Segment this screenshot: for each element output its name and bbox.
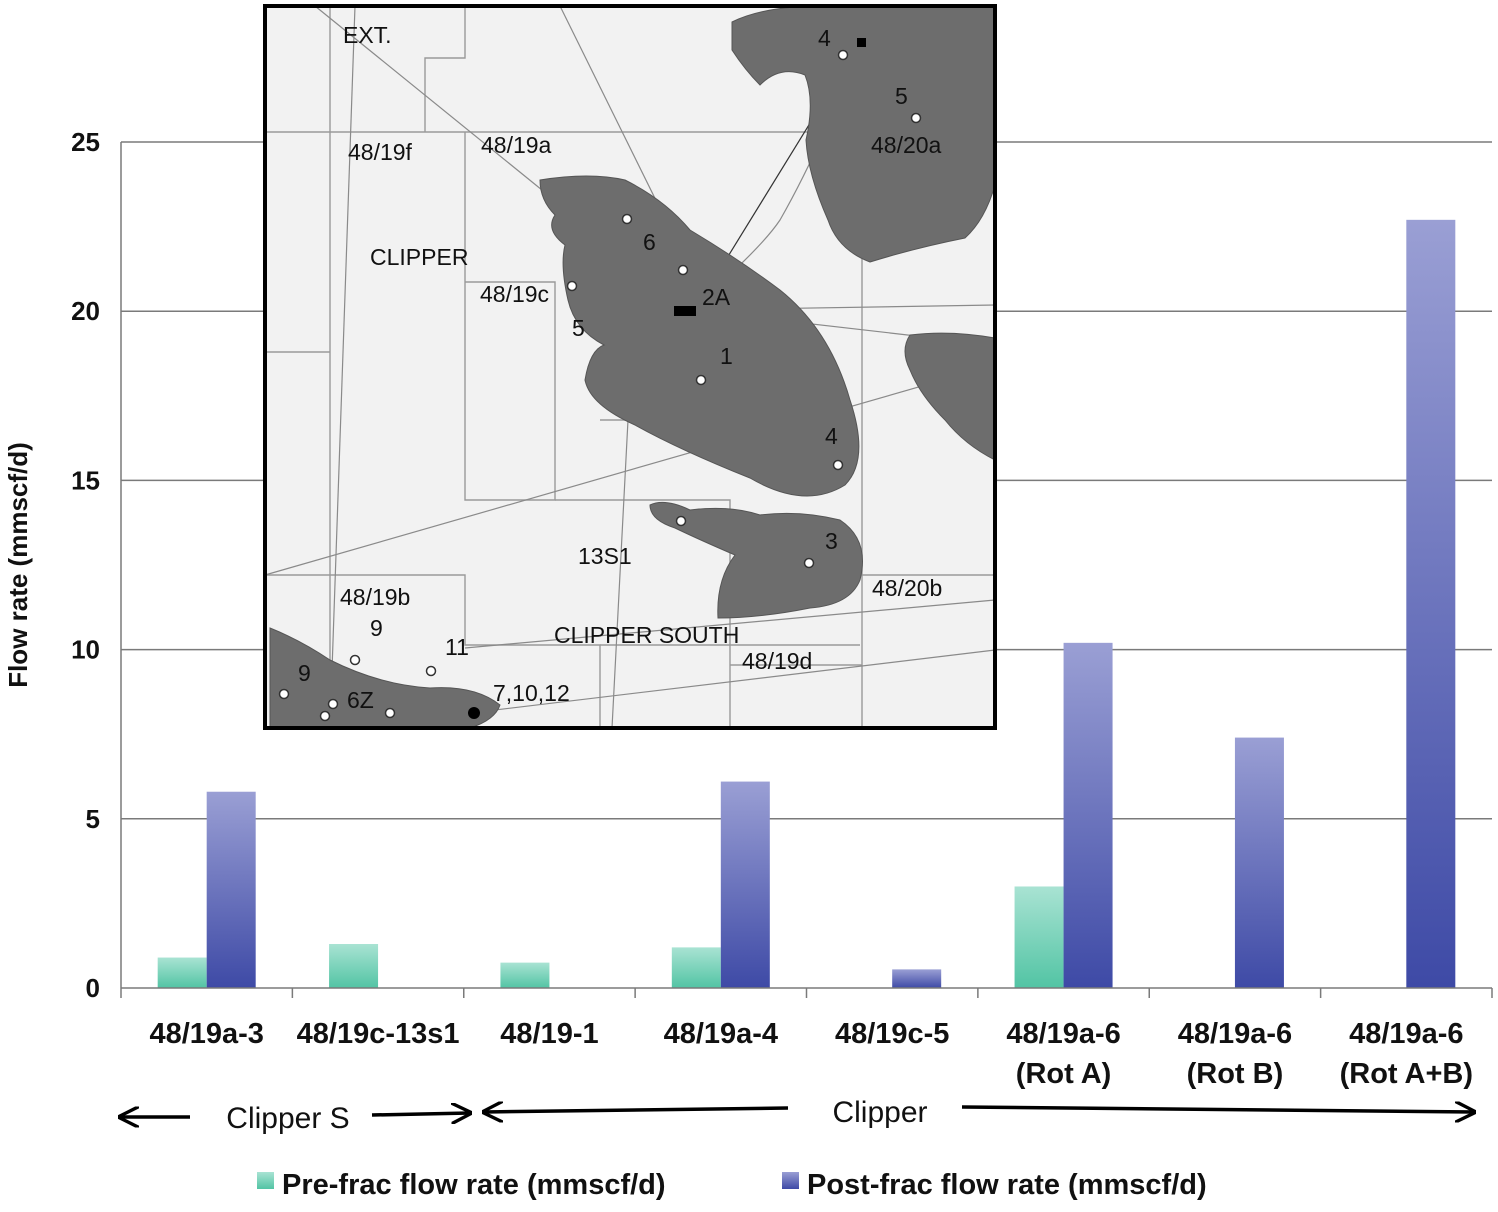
clipper-s-arrow-right <box>371 1113 470 1115</box>
group-label-clipper: Clipper <box>832 1096 927 1129</box>
bar-pre-frac <box>671 947 721 988</box>
x-tick-label: 48/19c-5 <box>835 1018 950 1050</box>
platforms <box>468 38 866 719</box>
y-tick-label: 0 <box>86 973 100 1003</box>
x-tick-label: 48/19-1 <box>500 1018 598 1050</box>
map-label-5-mid: 5 <box>572 315 585 341</box>
bar-post-frac <box>1234 737 1284 988</box>
legend-swatch-pre-frac <box>257 1172 274 1189</box>
bar-post-frac <box>1063 642 1113 988</box>
map-label-48-19d: 48/19d <box>742 648 812 674</box>
map-label-1: 1 <box>720 343 733 369</box>
map-label-11: 11 <box>445 634 469 660</box>
bars <box>157 219 1456 988</box>
map-label-48-19f: 48/19f <box>348 139 413 165</box>
map-label-6: 6 <box>643 229 656 255</box>
y-tick-label: 25 <box>71 127 100 157</box>
map-label-5-top: 5 <box>895 83 908 109</box>
x-tick-label: 48/19a-6 <box>1178 1018 1293 1050</box>
x-tick-label: 48/19a-6 <box>1006 1018 1121 1050</box>
bar-post-frac <box>892 969 942 988</box>
map-label-48-19b: 48/19b <box>340 584 410 610</box>
map-label-48-20b: 48/20b <box>872 575 942 601</box>
map-label-9-mid: 9 <box>370 615 383 641</box>
x-tick-label: (Rot A+B) <box>1340 1058 1473 1090</box>
map-label-2a: 2A <box>702 284 731 310</box>
bar-post-frac <box>1406 219 1456 988</box>
map-label-ext: EXT. <box>343 22 392 48</box>
inset-map-frame <box>263 4 997 730</box>
bar-pre-frac <box>1014 886 1064 988</box>
clipper-arrow-right <box>961 1107 1474 1112</box>
bar-post-frac <box>206 791 256 988</box>
x-tick-label: 48/19a-4 <box>664 1018 779 1050</box>
map-label-clipper: CLIPPER <box>370 244 468 270</box>
group-arrows: Clipper S Clipper <box>120 1096 1474 1135</box>
well-markers <box>278 49 922 722</box>
map-label-48-19a: 48/19a <box>481 132 552 158</box>
legend-swatch-post-frac <box>782 1172 799 1189</box>
x-tick-label: (Rot A) <box>1016 1058 1112 1090</box>
x-tick-label: (Rot B) <box>1187 1058 1284 1090</box>
x-tick-label: 48/19a-3 <box>149 1018 264 1050</box>
map-label-4-mid: 4 <box>825 423 838 449</box>
legend-label-pre-frac: Pre-frac flow rate (mmscf/d) <box>282 1169 666 1201</box>
y-axis-label: Flow rate (mmscf/d) <box>3 442 33 688</box>
legend: Pre-frac flow rate (mmscf/d) Post-frac f… <box>257 1169 1207 1201</box>
map-label-3: 3 <box>825 528 838 554</box>
map-labels: EXT. 4 5 48/20a 48/19f 48/19a CLIPPER 6 … <box>298 22 942 713</box>
inset-map: EXT. 4 5 48/20a 48/19f 48/19a CLIPPER 6 … <box>263 4 997 730</box>
map-label-9-low: 9 <box>298 660 311 686</box>
map-label-7-10-12: 7,10,12 <box>493 680 570 706</box>
map-label-48-19c: 48/19c <box>480 281 549 307</box>
bar-pre-frac <box>500 962 550 988</box>
gas-fields <box>269 5 996 729</box>
bar-post-frac <box>720 781 770 988</box>
map-label-13s1: 13S1 <box>578 543 632 569</box>
y-tick-label: 10 <box>71 635 100 665</box>
y-tick-label: 15 <box>71 465 100 495</box>
x-axis: 48/19a-3 48/19c-13s1 48/19-1 48/19a-4 48/19c… <box>120 987 1493 1090</box>
x-tick-label: 48/19c-13s1 <box>297 1018 460 1050</box>
map-label-48-20a: 48/20a <box>871 132 942 158</box>
bar-pre-frac <box>329 944 379 988</box>
y-axis: 0 5 10 15 20 25 <box>71 127 122 1003</box>
group-label-clipper-s: Clipper S <box>226 1102 349 1135</box>
map-label-4-top: 4 <box>818 25 831 51</box>
y-tick-label: 20 <box>71 296 100 326</box>
legend-label-post-frac: Post-frac flow rate (mmscf/d) <box>807 1169 1207 1201</box>
block-boundaries <box>265 6 995 728</box>
bar-pre-frac <box>157 957 207 988</box>
y-tick-label: 5 <box>86 804 100 834</box>
x-tick-label: 48/19a-6 <box>1349 1018 1464 1050</box>
map-label-6z: 6Z <box>347 687 374 713</box>
clipper-arrow-left <box>484 1108 789 1112</box>
map-label-clipper-south: CLIPPER SOUTH <box>554 622 739 648</box>
